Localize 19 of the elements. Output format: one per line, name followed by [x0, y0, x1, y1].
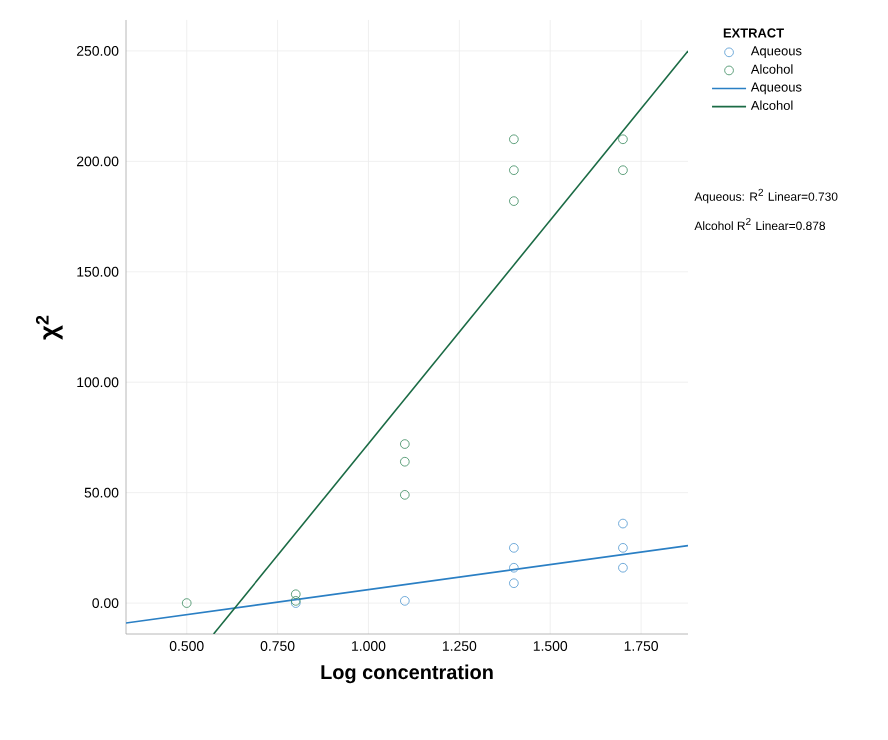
y-axis-title: χ$^{2}$: [35, 315, 63, 340]
point: [290, 589, 301, 600]
point: [618, 562, 628, 573]
point: [400, 439, 410, 449]
x-axis-title: Log concentration: [321, 664, 493, 684]
point: [618, 518, 628, 529]
point: [509, 196, 519, 206]
point: [509, 165, 519, 175]
point: [509, 578, 519, 588]
point: [618, 543, 628, 553]
point: [181, 598, 192, 608]
point: [509, 543, 519, 553]
point: [400, 456, 410, 467]
point: [400, 596, 410, 606]
point: [618, 165, 628, 175]
point: [509, 562, 519, 573]
point: [618, 134, 628, 145]
point: [509, 134, 519, 145]
point: [400, 490, 410, 500]
